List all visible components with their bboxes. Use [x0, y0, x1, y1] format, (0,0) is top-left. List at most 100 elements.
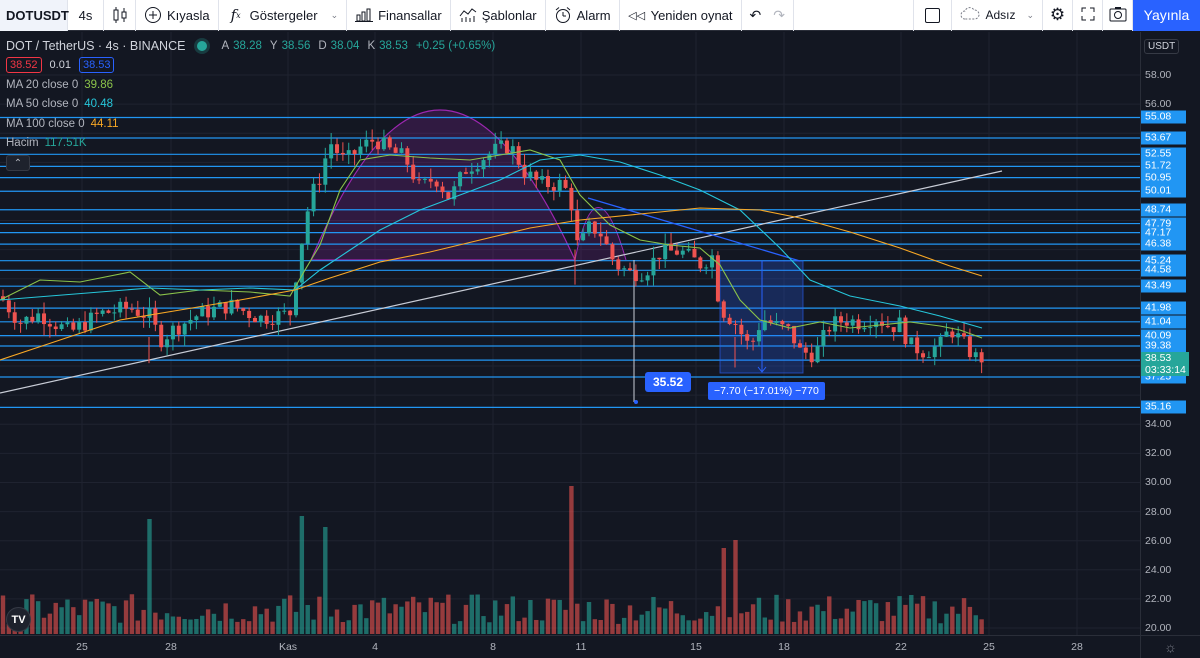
volume-bar	[205, 609, 211, 634]
candle-down	[124, 301, 129, 309]
chart-type-button[interactable]	[104, 0, 136, 31]
candle-up	[422, 178, 427, 180]
interval-button[interactable]: 4s	[68, 0, 104, 31]
candle-down	[270, 323, 275, 325]
candle-down	[844, 322, 849, 326]
indicator-ma20[interactable]: MA 20 close 0 39.86	[6, 75, 499, 95]
select-layout-button[interactable]	[914, 0, 953, 31]
volume-bar	[270, 621, 275, 634]
candle-down	[534, 171, 539, 180]
level-price-tag[interactable]: 50.95	[1141, 171, 1186, 185]
candle-up	[581, 233, 586, 241]
candle-up	[557, 179, 562, 191]
candle-down	[698, 257, 703, 269]
level-price-tag[interactable]: 44.58	[1141, 263, 1186, 277]
candle-down	[950, 331, 955, 338]
level-price-tag[interactable]: 47.17	[1141, 226, 1186, 240]
level-price-tag[interactable]: 52.55	[1141, 147, 1186, 161]
collapse-legend-button[interactable]: ⌃	[6, 155, 30, 171]
compare-button[interactable]: Kıyasla	[136, 0, 219, 31]
symbol-title[interactable]: DOT / TetherUS · 4s · BINANCE	[6, 38, 186, 53]
chart-pane[interactable]	[0, 32, 1140, 635]
level-price-tag[interactable]: 41.98	[1141, 301, 1186, 315]
candle-up	[973, 352, 978, 358]
candle-down	[838, 316, 843, 323]
candle-down	[241, 308, 246, 311]
candle-down	[141, 315, 146, 318]
candle-down	[393, 147, 398, 153]
candle-up	[833, 316, 838, 332]
level-price-tag[interactable]: 53.67	[1141, 131, 1186, 145]
chevron-down-icon[interactable]: ⌄	[330, 9, 339, 20]
screenshot-button[interactable]	[1103, 0, 1133, 31]
undo-icon[interactable]: ↶	[749, 6, 762, 23]
sell-price-button[interactable]: 38.52	[6, 57, 42, 74]
close-value: 38.53	[379, 39, 408, 52]
level-price-tag[interactable]: 35.16	[1141, 400, 1186, 414]
candle-up	[346, 150, 351, 155]
candle-down	[768, 320, 773, 323]
buy-price-button[interactable]: 38.53	[78, 57, 115, 74]
volume-bar	[422, 612, 428, 634]
candle-up	[188, 319, 193, 324]
financials-button[interactable]: Finansallar	[347, 0, 451, 31]
price-axis[interactable]: USDT 58.00 56.00 34.00 32.00 30.00 28.00 26.00…	[1140, 32, 1200, 635]
volume-bar	[194, 618, 199, 634]
candle-down	[352, 150, 357, 155]
level-price-tag[interactable]: 48.74	[1141, 203, 1186, 217]
volume-bar	[463, 604, 469, 634]
rewind-icon: ◁◁	[628, 9, 646, 22]
fullscreen-button[interactable]	[1073, 0, 1103, 31]
level-price-tag[interactable]: 55.08	[1141, 110, 1186, 124]
candle-down	[827, 329, 832, 332]
volume-bar	[797, 611, 803, 634]
candle-down	[592, 221, 597, 234]
level-price-tag[interactable]: 51.72	[1141, 159, 1186, 173]
candle-up	[311, 183, 316, 212]
level-price-tag[interactable]: 50.01	[1141, 184, 1186, 198]
replay-button[interactable]: ◁◁ Yeniden oynat	[620, 0, 742, 31]
measure-label[interactable]: −7.70 (−17.01%) −770	[708, 382, 825, 400]
volume-bar	[733, 540, 738, 634]
low-price-callout[interactable]: 35.52	[645, 372, 692, 392]
candle-up	[475, 169, 480, 172]
volume-bar	[563, 609, 568, 634]
candle-up	[258, 315, 263, 323]
alarm-button[interactable]: Alarm	[546, 0, 620, 31]
candle-down	[522, 164, 527, 178]
level-price-tag[interactable]: 41.04	[1141, 315, 1186, 329]
indicator-volume[interactable]: Hacim 117.51K	[6, 134, 499, 154]
publish-button[interactable]: Yayınla	[1133, 0, 1200, 31]
candle-down	[53, 326, 58, 330]
volume-bar	[745, 611, 750, 634]
indicator-ma50[interactable]: MA 50 close 0 40.48	[6, 95, 499, 115]
candle-up	[645, 275, 650, 281]
candle-up	[756, 330, 761, 342]
level-price-tag[interactable]: 40.09	[1141, 329, 1186, 343]
volume-bar	[762, 617, 767, 634]
volume-bar	[950, 606, 955, 634]
level-price-tag[interactable]: 39.38	[1141, 339, 1186, 353]
layout-name-button[interactable]: Adsız ⌄	[952, 0, 1043, 31]
axis-settings-button[interactable]: ☼	[1140, 635, 1200, 658]
level-price-tag[interactable]: 43.49	[1141, 279, 1186, 293]
redo-icon[interactable]: ↷	[773, 6, 785, 23]
high-key: Y	[269, 39, 278, 52]
undo-redo-group: ↶ ↷	[742, 0, 794, 31]
indicator-ma100[interactable]: MA 100 close 0 44.11	[6, 114, 499, 134]
volume-bar	[821, 611, 826, 634]
time-axis[interactable]: 25 28 Kas 4 8 11 15 18 22 25 28	[0, 635, 1140, 658]
level-price-tag[interactable]: 46.38	[1141, 237, 1186, 251]
price-chart-canvas[interactable]	[0, 32, 1140, 635]
candle-down	[340, 152, 345, 155]
settings-button[interactable]: ⚙	[1043, 0, 1073, 31]
currency-badge[interactable]: USDT	[1144, 39, 1180, 54]
price-scale-label: 20.00	[1145, 622, 1172, 634]
indicator-name: MA 50 close 0	[6, 98, 79, 111]
symbol-search-button[interactable]: DOTUSDT	[0, 0, 69, 31]
candle-down	[751, 340, 756, 342]
indicator-value: 117.51K	[44, 137, 87, 150]
tradingview-logo[interactable]: TV	[6, 607, 31, 632]
templates-button[interactable]: Şablonlar	[451, 0, 546, 31]
